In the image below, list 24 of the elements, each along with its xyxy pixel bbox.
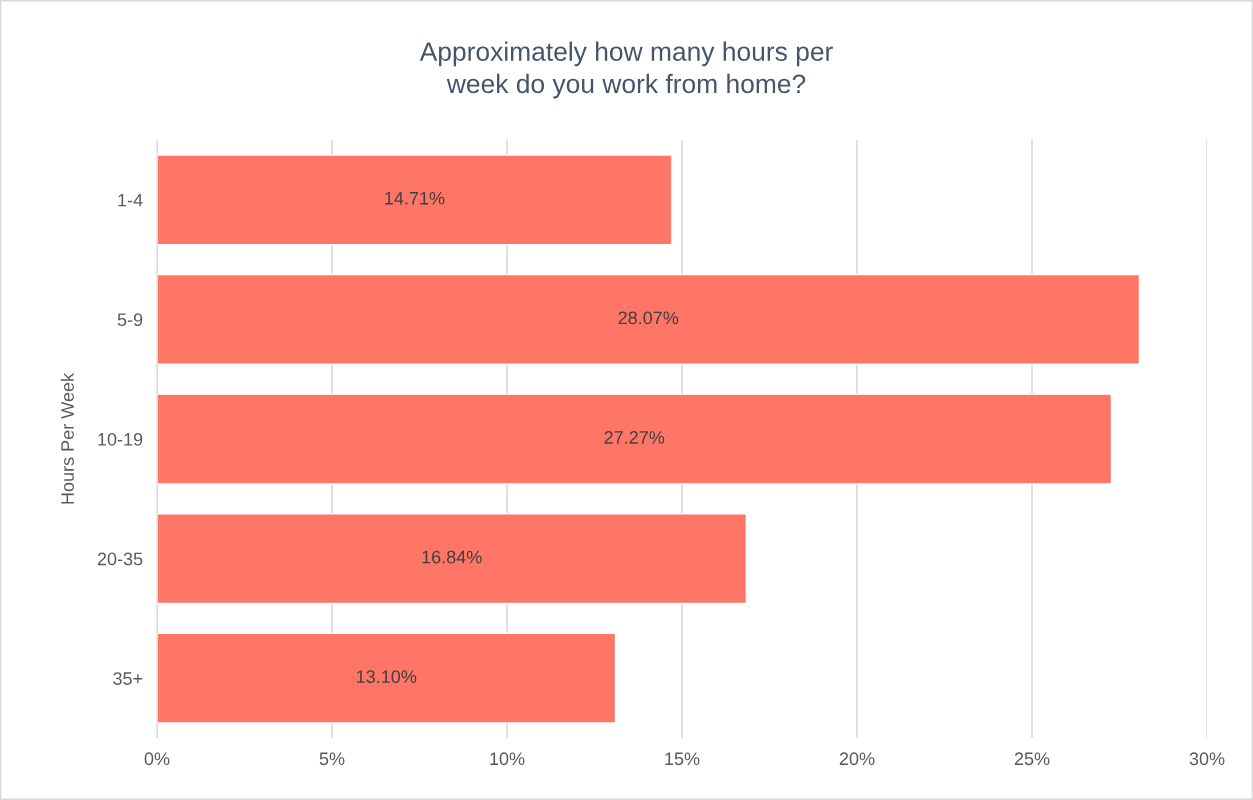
data-label: 28.07%: [618, 311, 679, 325]
bar: [157, 273, 1141, 365]
x-tick-label: 10%: [490, 752, 525, 766]
y-tick-label: 1-4: [118, 193, 143, 207]
data-label: 13.10%: [357, 670, 417, 684]
data-label: 14.71%: [385, 191, 445, 205]
x-tick-label: 30%: [1189, 752, 1225, 766]
bar: [157, 154, 673, 246]
chart-title: Approximately how many hours per week do you work from home?: [419, 41, 833, 99]
x-tick-label: 0%: [144, 752, 170, 766]
y-tick-label: 5-9: [117, 313, 143, 327]
x-tick-label: 5%: [319, 752, 345, 766]
x-tick-label: 15%: [665, 752, 700, 766]
data-label: 16.84%: [422, 550, 482, 564]
y-tick-label: 20-35: [97, 552, 143, 566]
bar: [157, 632, 617, 724]
x-tick-label: 20%: [839, 752, 875, 766]
y-tick-label: 10-19: [98, 432, 143, 446]
y-tick-label: 35+: [113, 672, 143, 685]
y-axis-title: Hours Per Week: [60, 372, 74, 504]
x-tick-label: 25%: [1014, 752, 1050, 766]
bar: [157, 393, 1113, 485]
bar: [157, 513, 748, 605]
data-label: 27.27%: [604, 431, 665, 444]
